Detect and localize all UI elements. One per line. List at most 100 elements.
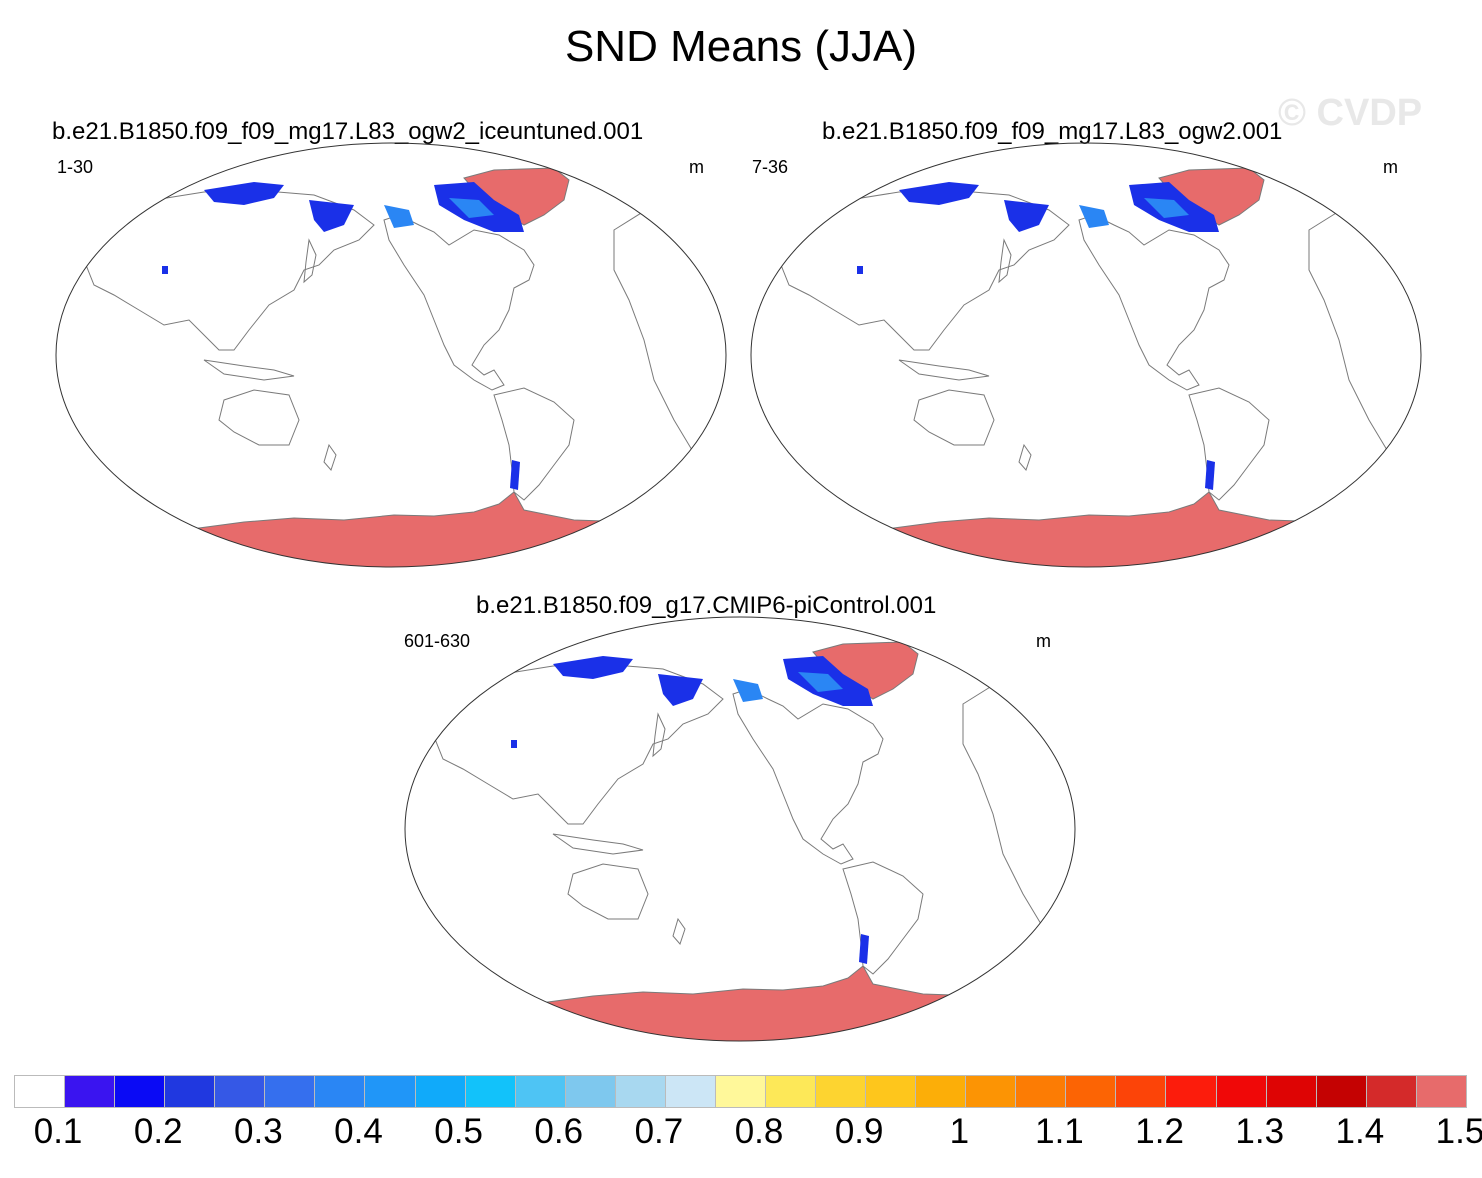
colorbar-box	[564, 1075, 616, 1108]
snow-siberia-patch	[204, 182, 284, 205]
snow-canada-inner-patch	[1144, 198, 1189, 218]
colorbar-box	[64, 1075, 116, 1108]
panel-2-map	[750, 142, 1422, 568]
colorbar-box	[1115, 1075, 1167, 1108]
colorbar-box	[915, 1075, 967, 1108]
snow-tibet-patch	[162, 266, 168, 274]
colorbar-box	[1065, 1075, 1117, 1108]
panel-3-map	[404, 616, 1076, 1042]
figure-title: SND Means (JJA)	[564, 22, 918, 71]
snow-kamchatka-patch	[658, 674, 703, 706]
colorbar-label: 0.7	[634, 1112, 684, 1151]
australia-outline	[567, 863, 649, 920]
colorbar-label: 1.1	[1035, 1112, 1084, 1151]
colorbar-box	[1365, 1075, 1417, 1108]
panel-3-title: b.e21.B1850.f09_g17.CMIP6-piControl.001	[476, 592, 937, 619]
indonesia-outline	[898, 359, 990, 381]
north-america-outline	[383, 214, 535, 391]
panel-1-map	[55, 142, 727, 568]
north-america-outline	[732, 688, 884, 865]
south-america-outline	[1188, 387, 1270, 501]
colorbar-label: 1.2	[1135, 1112, 1184, 1151]
colorbar-box	[14, 1075, 66, 1108]
indonesia-outline	[203, 359, 295, 381]
colorbar-box	[464, 1075, 516, 1108]
colorbar-label: 1.5	[1435, 1112, 1482, 1151]
colorbar-box	[1215, 1075, 1267, 1108]
panel-3-units: m	[1036, 631, 1051, 651]
colorbar-label: 0.9	[834, 1112, 884, 1151]
colorbar-label: 0.4	[334, 1112, 383, 1151]
indonesia-outline	[552, 833, 644, 855]
colorbar-box	[214, 1075, 266, 1108]
colorbar-box	[1165, 1075, 1217, 1108]
colorbar-box	[114, 1075, 166, 1108]
snow-andes-patch	[510, 460, 520, 490]
colorbar-label: 0.1	[33, 1112, 83, 1151]
colorbar-label: 0.8	[734, 1112, 784, 1151]
japan-outline	[998, 238, 1012, 284]
colorbar-box	[965, 1075, 1017, 1108]
japan-outline	[303, 238, 317, 284]
colorbar-box	[664, 1075, 716, 1108]
colorbar-box	[1015, 1075, 1067, 1108]
map-content	[751, 167, 1421, 567]
panel-3-years: 601-630	[404, 631, 471, 651]
panel-2-years: 7-36	[752, 157, 789, 177]
snow-tibet-patch	[511, 740, 517, 748]
snow-siberia-patch	[899, 182, 979, 205]
colorbar-box	[1415, 1075, 1467, 1108]
snow-tibet-patch	[857, 266, 863, 274]
australia-outline	[913, 389, 995, 446]
europe-africa-outline	[613, 204, 726, 502]
australia-outline	[218, 389, 300, 446]
snow-andes-patch	[1205, 460, 1215, 490]
panel-2-units: m	[1383, 157, 1398, 177]
japan-outline	[652, 712, 666, 758]
map-border	[55, 142, 727, 568]
snow-kamchatka-patch	[309, 200, 354, 232]
colorbar-label: 1.3	[1235, 1112, 1285, 1151]
south-america-outline	[493, 387, 575, 501]
colorbar-label: 0.5	[434, 1112, 483, 1151]
cvdp-watermark: © CVDP	[1278, 92, 1423, 134]
colorbar-label: 1.4	[1335, 1112, 1385, 1151]
north-america-outline	[1078, 214, 1230, 391]
colorbar-box	[264, 1075, 316, 1108]
colorbar-box	[764, 1075, 816, 1108]
snow-siberia-patch	[553, 656, 633, 679]
colorbar-box	[164, 1075, 216, 1108]
colorbar-label: 0.2	[133, 1112, 183, 1151]
snow-canada-inner-patch	[798, 672, 843, 692]
europe-africa-outline	[962, 678, 1075, 976]
colorbar-box	[514, 1075, 566, 1108]
colorbar-label: 0.3	[234, 1112, 283, 1151]
colorbar-box	[414, 1075, 466, 1108]
snow-andes-patch	[859, 934, 869, 964]
colorbar-label: 1	[949, 1112, 970, 1151]
colorbar-box	[815, 1075, 867, 1108]
europe-africa-outline	[1308, 204, 1421, 502]
panel-1-units: m	[689, 157, 704, 177]
colorbar-box	[364, 1075, 416, 1108]
colorbar	[14, 1075, 1467, 1108]
snow-alaska-patch	[1079, 205, 1109, 228]
map-border	[750, 142, 1422, 568]
map-content	[56, 167, 726, 567]
colorbar-box	[614, 1075, 666, 1108]
new-zealand-outline	[1018, 443, 1032, 471]
colorbar-box	[314, 1075, 366, 1108]
map-border	[404, 616, 1076, 1042]
colorbar-box	[865, 1075, 917, 1108]
colorbar-box	[1265, 1075, 1317, 1108]
map-content	[405, 641, 1075, 1041]
panel-1-title: b.e21.B1850.f09_f09_mg17.L83_ogw2_iceunt…	[52, 118, 644, 145]
panel-2-title: b.e21.B1850.f09_f09_mg17.L83_ogw2.001	[822, 118, 1283, 145]
panel-1-years: 1-30	[57, 157, 94, 177]
new-zealand-outline	[323, 443, 337, 471]
south-america-outline	[842, 861, 924, 975]
colorbar-box	[714, 1075, 766, 1108]
snow-alaska-patch	[733, 679, 763, 702]
snow-kamchatka-patch	[1004, 200, 1049, 232]
snow-canada-inner-patch	[449, 198, 494, 218]
